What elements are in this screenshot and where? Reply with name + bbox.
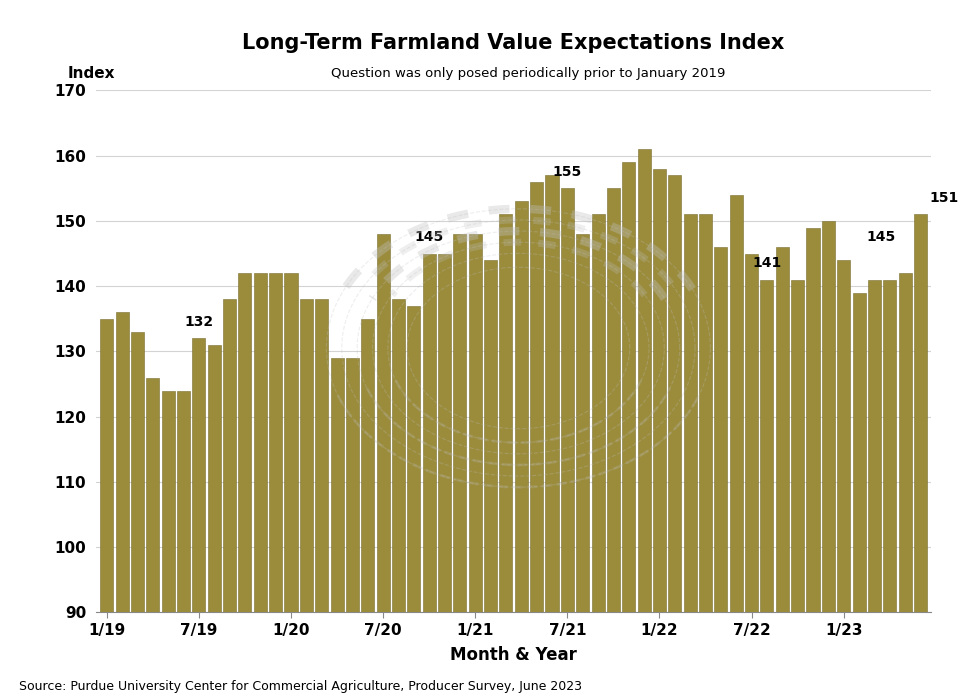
Bar xyxy=(530,182,543,612)
Bar xyxy=(161,390,175,612)
Bar xyxy=(269,274,282,612)
Text: 155: 155 xyxy=(553,164,582,179)
Bar xyxy=(806,228,820,612)
Bar xyxy=(637,149,651,612)
Bar xyxy=(868,280,881,612)
Bar xyxy=(346,358,359,612)
Bar xyxy=(330,358,344,612)
Text: 145: 145 xyxy=(867,230,896,244)
Bar xyxy=(223,299,236,612)
Text: Question was only posed periodically prior to January 2019: Question was only posed periodically pri… xyxy=(331,67,725,79)
Bar xyxy=(146,377,159,612)
Bar xyxy=(730,195,743,612)
Bar xyxy=(852,293,866,612)
Bar xyxy=(607,189,620,612)
Bar xyxy=(760,280,774,612)
Bar xyxy=(776,247,789,612)
Bar xyxy=(422,253,436,612)
Bar xyxy=(899,274,912,612)
Bar xyxy=(407,306,420,612)
Bar xyxy=(622,162,636,612)
Text: 145: 145 xyxy=(415,230,444,244)
Bar xyxy=(100,319,113,612)
Bar xyxy=(361,319,374,612)
Bar xyxy=(791,280,804,612)
Bar xyxy=(684,214,697,612)
Bar xyxy=(238,274,252,612)
Bar xyxy=(484,260,497,612)
Bar xyxy=(253,274,267,612)
Bar xyxy=(822,221,835,612)
Bar xyxy=(376,234,390,612)
Bar xyxy=(438,253,451,612)
Text: 141: 141 xyxy=(753,256,781,270)
Bar xyxy=(177,390,190,612)
Bar xyxy=(914,214,927,612)
X-axis label: Month & Year: Month & Year xyxy=(450,646,577,664)
Bar xyxy=(131,332,144,612)
Bar xyxy=(515,201,528,612)
Bar xyxy=(883,280,897,612)
Bar xyxy=(714,247,728,612)
Bar xyxy=(591,214,605,612)
Bar xyxy=(699,214,712,612)
Bar xyxy=(468,234,482,612)
Title: Long-Term Farmland Value Expectations Index: Long-Term Farmland Value Expectations In… xyxy=(243,33,784,53)
Bar xyxy=(392,299,405,612)
Bar xyxy=(300,299,313,612)
Bar xyxy=(576,234,589,612)
Text: 132: 132 xyxy=(184,315,213,329)
Text: 151: 151 xyxy=(929,191,959,205)
Bar xyxy=(653,168,666,612)
Bar xyxy=(453,234,467,612)
Bar xyxy=(837,260,851,612)
Bar xyxy=(115,313,129,612)
Bar xyxy=(499,214,513,612)
Bar xyxy=(561,189,574,612)
Bar xyxy=(668,175,682,612)
Bar xyxy=(545,175,559,612)
Text: Index: Index xyxy=(67,65,114,81)
Bar xyxy=(284,274,298,612)
Bar xyxy=(745,253,758,612)
Bar xyxy=(315,299,328,612)
Bar xyxy=(192,338,205,612)
Bar xyxy=(207,345,221,612)
Text: Source: Purdue University Center for Commercial Agriculture, Producer Survey, Ju: Source: Purdue University Center for Com… xyxy=(19,679,582,693)
